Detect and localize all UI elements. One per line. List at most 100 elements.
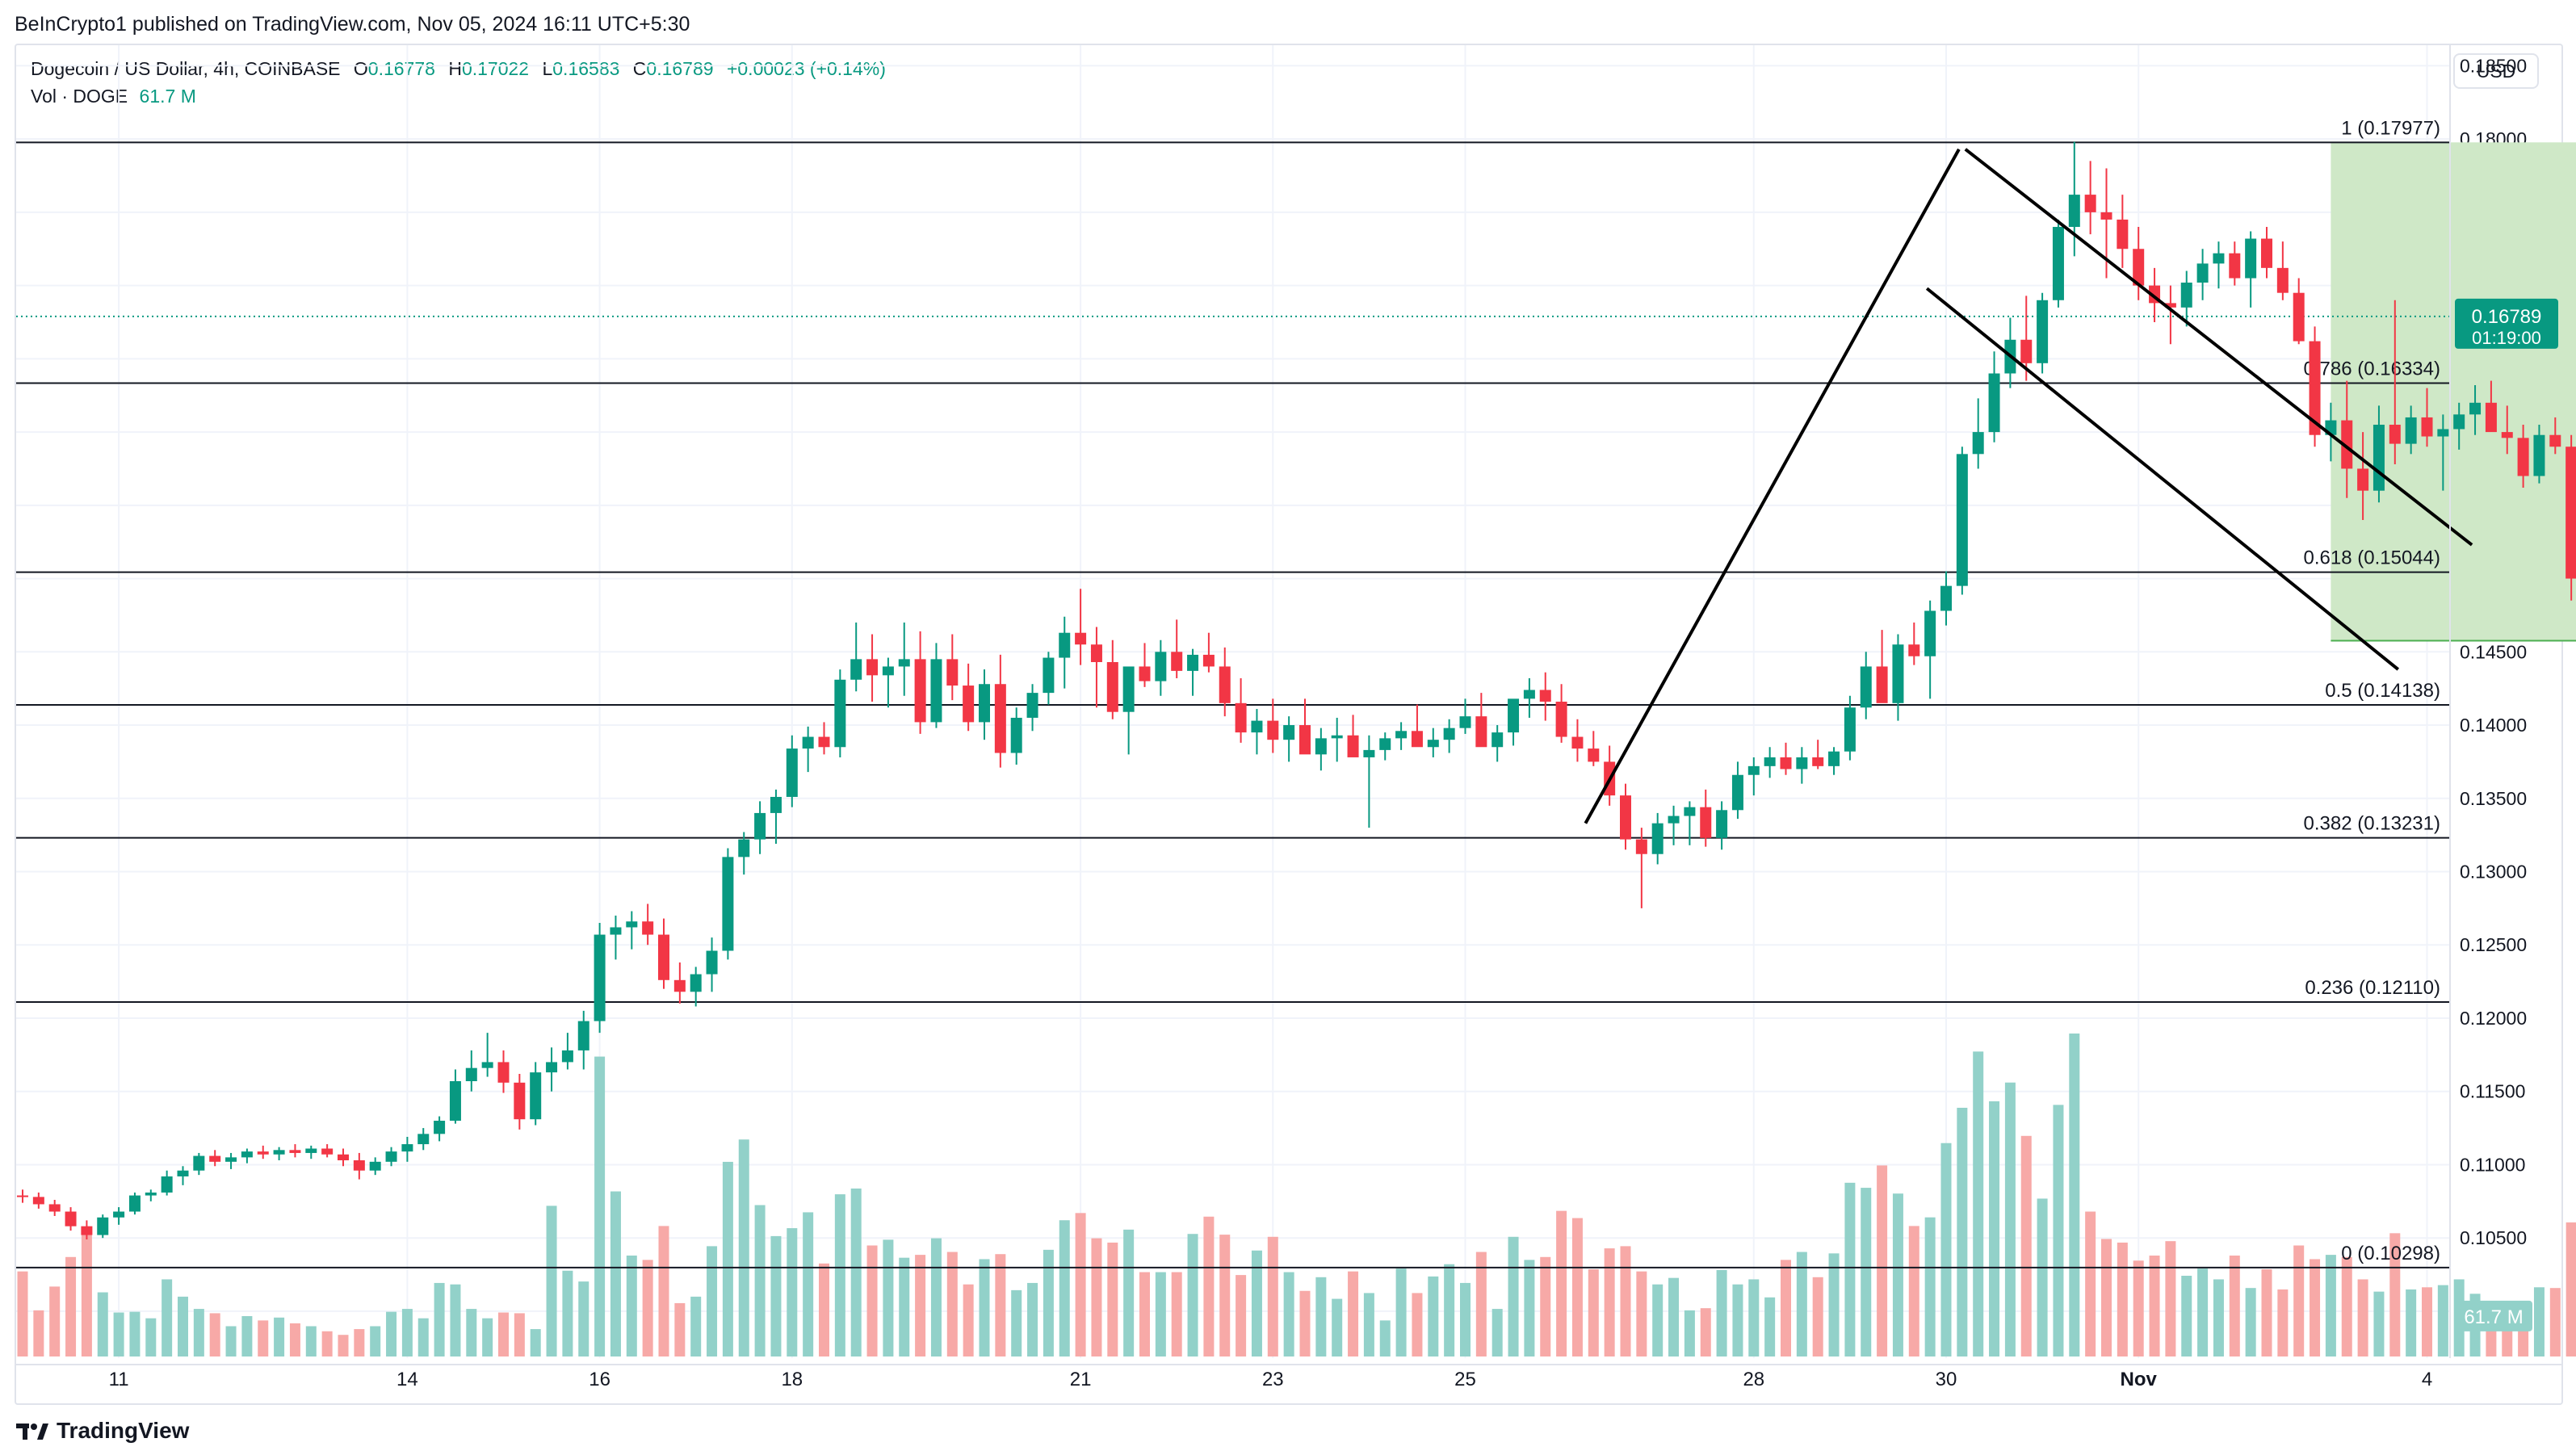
volume-bar [514,1313,525,1356]
candle-body [257,1151,269,1155]
volume-bar [258,1320,269,1356]
candle-body [1700,807,1712,838]
volume-bar [354,1329,365,1356]
candle-body [1379,738,1391,750]
time-tick-label: 30 [1936,1369,1957,1390]
candle-body [1796,757,1808,769]
candle-body [1860,666,1872,708]
volume-bar [2437,1285,2448,1356]
volume-bar [1973,1051,1984,1356]
close-label: C [632,58,647,79]
candle-body [930,659,942,723]
candle-body [1299,725,1311,755]
volume-bar [1796,1252,1807,1356]
volume-bar [2149,1256,2160,1356]
volume-bar [1027,1282,1038,1356]
price-tick-label: 0.11000 [2460,1154,2525,1175]
candle-body [401,1144,413,1152]
candle-body [434,1121,446,1134]
trend-line [1964,148,2473,547]
volume-bar [241,1316,253,1356]
candle-body [2357,468,2369,491]
volume-bar [2085,1211,2096,1356]
volume-bar [1011,1289,1022,1356]
candle-body [1331,735,1343,739]
candle-body [802,736,814,749]
candle-body [449,1081,461,1122]
volume-bar [2117,1242,2128,1356]
candle-body [1043,657,1055,694]
low-label: L [542,58,553,79]
candle-body [289,1150,301,1153]
volume-bar [1781,1260,1791,1356]
volume-bar [33,1310,44,1356]
currency-button[interactable]: USD [2453,53,2539,89]
candle-body [1059,632,1071,658]
candle-body [1651,823,1663,854]
tradingview-logo-icon [16,1424,48,1440]
volume-bar [49,1286,61,1356]
time-tick-label: Nov [2121,1369,2158,1390]
volume-label[interactable]: Vol · DOGE [31,86,128,107]
candle-body [2261,238,2272,268]
candle-body [1620,795,1631,840]
candle-body [1075,632,1087,645]
candle-body [1924,610,1936,656]
volume-bar [2357,1279,2368,1356]
candle-body [2501,432,2513,438]
candle-body [241,1151,253,1158]
volume-tag-value: 61.7 M [2464,1306,2523,1328]
candle-body [1090,644,1102,663]
volume-bar [1075,1213,1086,1356]
volume-bar [979,1259,990,1356]
time-tick-label: 28 [1743,1369,1764,1390]
volume-bar [2020,1135,2032,1356]
volume-bar [1652,1284,1663,1356]
last-price-value: 0.16789 [2472,306,2542,328]
tradingview-logo[interactable]: TradingView [16,1418,189,1444]
volume-bar [850,1188,862,1356]
volume-bar [2566,1222,2576,1356]
symbol-name[interactable]: Dogecoin / US Dollar, 4h, COINBASE [31,58,341,79]
volume-bar [434,1282,445,1356]
volume-bar [1957,1107,1968,1356]
price-tick-label: 0.14000 [2460,715,2527,736]
low-value: 0.16583 [552,58,620,79]
volume-bar [2037,1198,2048,1356]
time-tick-label: 21 [1070,1369,1092,1390]
volume-bar [2293,1245,2305,1356]
volume-bar [915,1255,926,1356]
volume-bar [1700,1308,1711,1356]
candle-body [1010,717,1022,753]
candle-body [658,934,669,980]
volume-bar [2406,1289,2417,1356]
candle-body [1315,738,1327,755]
volume-bar [1091,1238,1102,1356]
candle-body [1668,816,1680,824]
time-tick-label: 14 [396,1369,418,1390]
volume-bar [1556,1210,1567,1356]
volume-bar [450,1284,461,1356]
volume-bar [1299,1290,1311,1356]
volume-bar [162,1279,173,1356]
candle-body [2052,227,2064,300]
volume-bar [321,1331,333,1356]
candle-body [128,1195,141,1212]
candle-body [1251,720,1263,733]
candle-body [673,979,686,992]
volume-bar [2245,1288,2256,1356]
volume-bar [2101,1239,2112,1356]
price-tick-label: 0.13500 [2460,788,2527,809]
candle-body [594,934,606,1021]
price-tick-label: 0.12500 [2460,934,2527,955]
candle-body [113,1211,125,1218]
volume-bar [1764,1297,1776,1356]
candle-body [353,1160,365,1171]
volume-bar [1219,1235,1231,1356]
candle-body [338,1154,349,1161]
candle-body [1171,652,1183,671]
volume-bar [2422,1287,2432,1356]
fib-level-label: 0.382 (0.13231) [2304,813,2440,835]
candle-body [1395,731,1408,739]
